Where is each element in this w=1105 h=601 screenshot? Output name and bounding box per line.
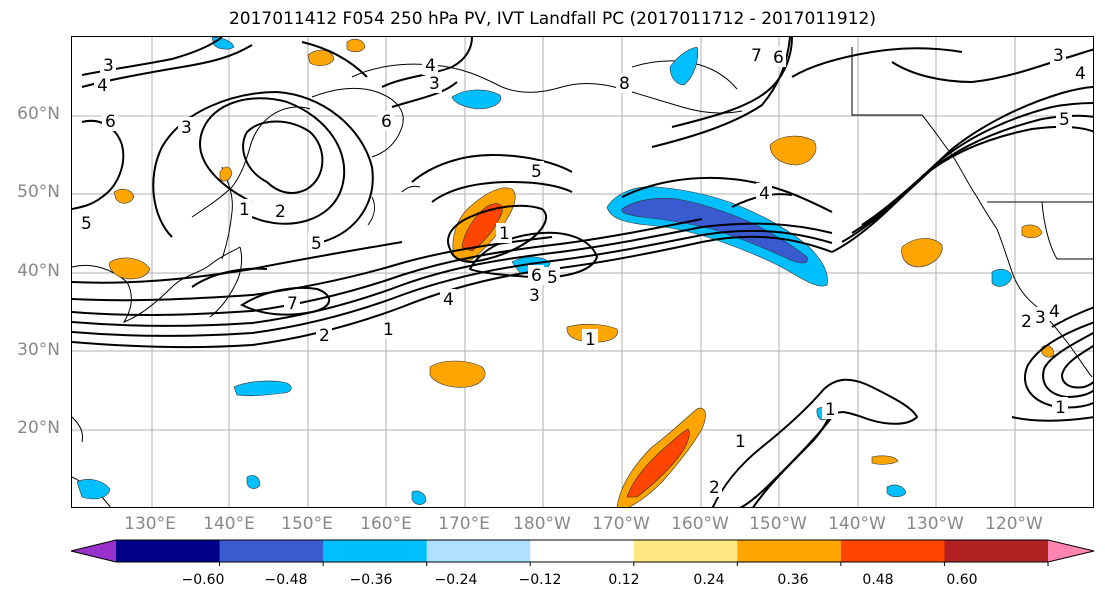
lat-label: 40°N <box>17 261 60 281</box>
colorbar-extend-high <box>1048 540 1094 562</box>
contour-label: 4 <box>97 76 108 96</box>
contour-label: 4 <box>759 184 770 204</box>
contour-label: 1 <box>239 200 250 220</box>
lon-label: 130°E <box>124 514 176 534</box>
colorbar-segment <box>633 540 738 562</box>
colorbar <box>70 539 1095 566</box>
contour-labels: 3 4 6 5 3 2 1 5 4 6 3 7 1 2 <box>78 45 1088 498</box>
colorbar-segment <box>840 540 945 562</box>
contour-label: 8 <box>619 74 630 94</box>
pv-contours <box>72 37 1093 507</box>
lon-label: 130°W <box>906 514 964 534</box>
colorbar-segment <box>116 540 221 562</box>
contour-label: 2 <box>319 326 330 346</box>
contour-label: 3 <box>429 74 440 94</box>
contour-label: 1 <box>825 400 836 420</box>
lon-label: 160°W <box>671 514 729 534</box>
contour-label: 6 <box>773 48 784 68</box>
contour-label: 5 <box>547 268 558 288</box>
lon-label: 140°E <box>203 514 255 534</box>
contour-label: 3 <box>1053 46 1064 66</box>
colorbar-segment <box>426 540 531 562</box>
contour-label: 3 <box>529 286 540 306</box>
map-title: 2017011412 F054 250 hPa PV, IVT Landfall… <box>228 9 876 29</box>
contour-label: 4 <box>443 290 454 310</box>
contour-label: 5 <box>311 234 322 254</box>
lon-label: 150°W <box>749 514 807 534</box>
lon-label: 140°W <box>828 514 886 534</box>
colorbar-segment <box>323 540 428 562</box>
lon-label: 170°W <box>592 514 650 534</box>
contour-label: 2 <box>1021 312 1032 332</box>
contour-label: 2 <box>275 202 286 222</box>
colorbar-tick-label: 0.12 <box>608 572 640 588</box>
contour-label: 3 <box>181 118 192 138</box>
contour-label: 1 <box>499 224 510 244</box>
contour-label: 6 <box>105 112 116 132</box>
colorbar-tick-label: 0.24 <box>693 572 725 588</box>
colorbar-tick-label: 0.60 <box>946 572 978 588</box>
contour-label: 5 <box>81 214 92 234</box>
contour-label: 3 <box>103 56 114 76</box>
contour-label: 1 <box>383 320 394 340</box>
colorbar-tick-label: 0.48 <box>862 572 894 588</box>
lat-label: 30°N <box>17 340 60 360</box>
colorbar-segment <box>944 540 1049 562</box>
colorbar-segment <box>737 540 842 562</box>
lat-label: 20°N <box>17 418 60 438</box>
contour-label: 5 <box>1059 110 1070 130</box>
map-canvas: 3 4 6 5 3 2 1 5 4 6 3 7 1 2 <box>72 37 1093 507</box>
colorbar-tick-label: −0.24 <box>434 572 478 588</box>
contour-label: 6 <box>381 112 392 132</box>
colorbar-tick-label: −0.48 <box>264 572 308 588</box>
contour-label: 1 <box>1055 398 1066 418</box>
lon-label: 170°E <box>438 514 490 534</box>
lat-label: 50°N <box>17 182 60 202</box>
colorbar-tick-label: −0.12 <box>518 572 562 588</box>
lon-label: 150°E <box>281 514 333 534</box>
contour-label: 7 <box>287 294 298 314</box>
lon-label: 120°W <box>985 514 1043 534</box>
contour-label: 3 <box>1035 308 1046 328</box>
contour-label: 6 <box>531 266 542 286</box>
contour-label: 4 <box>1049 302 1060 322</box>
contour-label: 1 <box>735 432 746 452</box>
colorbar-segment <box>530 540 635 562</box>
contour-label: 4 <box>425 56 436 76</box>
colorbar-tick-label: −0.60 <box>181 572 225 588</box>
contour-label: 4 <box>1075 64 1086 84</box>
lon-label: 160°E <box>360 514 412 534</box>
lon-label: 180°W <box>513 514 571 534</box>
map-panel: 3 4 6 5 3 2 1 5 4 6 3 7 1 2 <box>71 36 1094 508</box>
contour-label: 7 <box>751 46 762 66</box>
colorbar-tick-label: −0.36 <box>349 572 393 588</box>
contour-label: 2 <box>709 478 720 498</box>
colorbar-tick-label: 0.36 <box>777 572 809 588</box>
colorbar-outline <box>70 539 1095 563</box>
contour-label: 5 <box>531 162 542 182</box>
lat-label: 60°N <box>17 104 60 124</box>
contour-label: 1 <box>585 330 596 350</box>
colorbar-extend-low <box>71 540 116 562</box>
colorbar-segment <box>219 540 324 562</box>
